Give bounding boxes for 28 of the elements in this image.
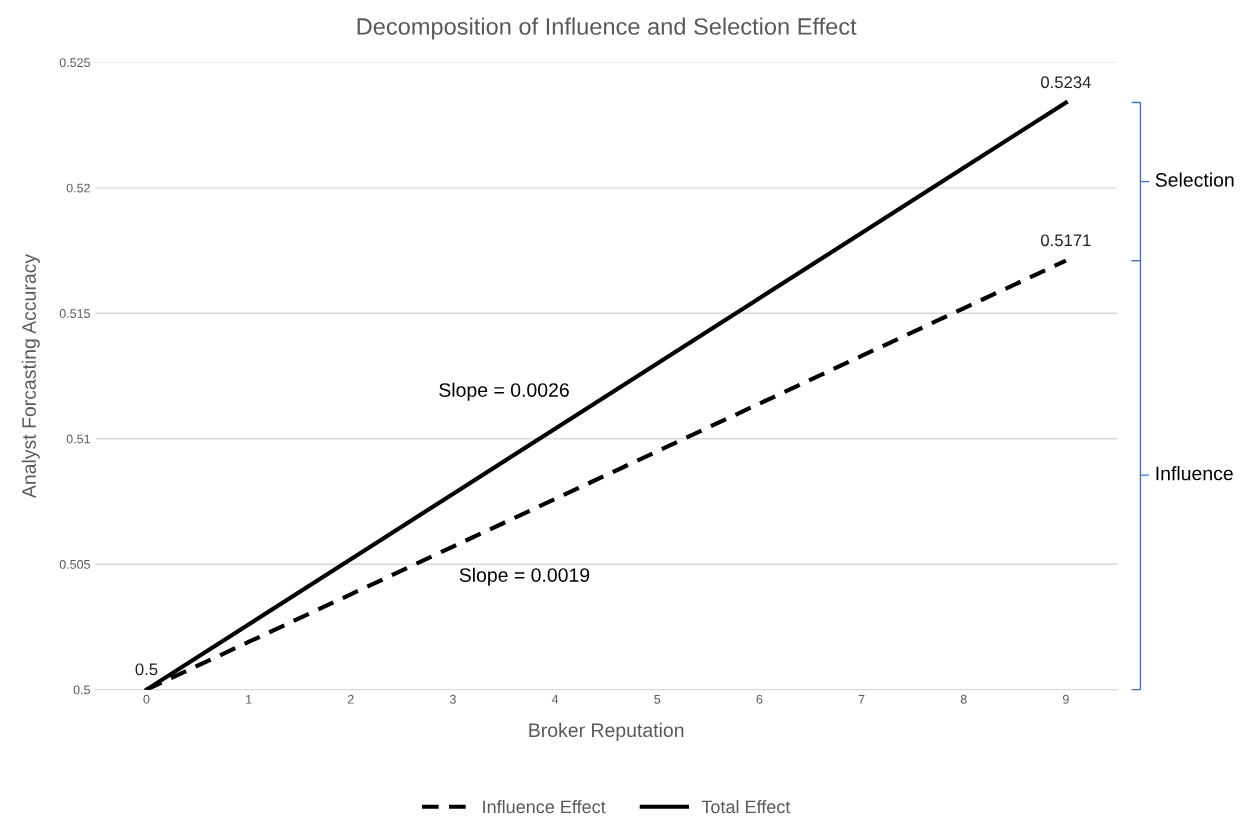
data-label: 0.5 (135, 663, 158, 676)
annotation: Slope = 0.0019 (459, 567, 590, 586)
x-tick-label: 0 (143, 694, 150, 704)
text: Influence (1156, 466, 1233, 481)
x-tick-label: 4 (551, 694, 559, 704)
y-tick-label: 0.52 (66, 183, 90, 193)
x-tick-label: 1 (246, 694, 252, 704)
annotation: Slope = 0.0026 (439, 382, 569, 401)
x-tick-label: 8 (960, 694, 967, 704)
y-tick-label: 0.505 (59, 559, 90, 569)
y-tick-label: 0.5 (73, 685, 90, 695)
legend-label: Total Effect (701, 799, 791, 814)
text: Selection (1155, 172, 1234, 187)
x-tick-label: 9 (1062, 694, 1069, 704)
legend-label: Influence Effect (483, 799, 606, 814)
x-tick-label: 5 (654, 694, 661, 704)
x-tick-label: 3 (449, 694, 456, 704)
data-label: 0.5171 (1041, 234, 1091, 247)
y-tick-label: 0.515 (59, 309, 90, 318)
x-tick-label: 6 (756, 694, 763, 704)
y-tick-label: 0.525 (59, 58, 90, 68)
y-axis-title: Analyst Forcasting Accuracy (21, 253, 40, 499)
x-tick-label: 2 (347, 694, 354, 704)
y-tick-label: 0.51 (66, 434, 90, 444)
x-axis-title: Broker Reputation (529, 722, 684, 741)
data-label: 0.5234 (1041, 76, 1091, 89)
chart-title: Decomposition of Influence and Selection Effect (357, 17, 857, 40)
x-tick-label: 7 (858, 694, 865, 704)
